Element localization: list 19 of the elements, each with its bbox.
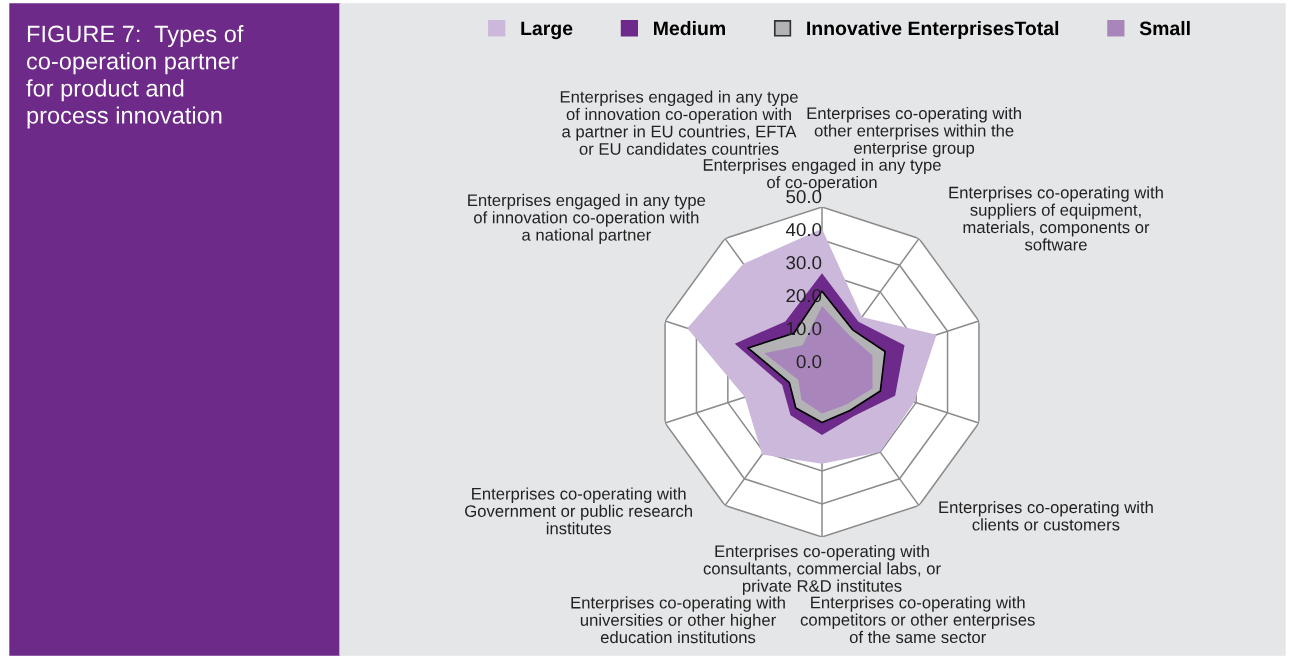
legend-label: Innovative EnterprisesTotal [807,20,1059,40]
spoke-label: Enterprises co-operating with competitors or other enterprises of the same sector [800,596,1035,644]
spoke-label: Enterprises engaged in any type of innovation co-operation with a partner in EU countries, EFTA or EU candidates countries [560,90,798,155]
spoke-label: Enterprises co-operating with universities or other higher education institutions [571,596,785,644]
legend-label: Large [521,21,573,40]
y-tick-label: 50.0 [786,190,822,204]
y-tick-label: 30.0 [786,256,822,270]
spoke-label: Enterprises co-operating with Government or public research institutes [465,487,692,535]
spoke-label: Enterprises co-operating with consultants, commercial labs, or private R&D institutes [703,544,941,596]
spoke-label: Enterprises engaged in any type of co-operation [703,158,941,192]
spoke-label: Enterprises engaged in any type of innovation co-operation with a national partner [468,193,706,245]
text: FIGURE 7: Types of co-operation partner for product and process innovation [26,25,244,129]
y-tick-label: 0.0 [796,355,822,369]
y-tick-label: 40.0 [785,223,822,237]
legend-label: Medium [654,20,725,36]
spoke-label: Enterprises co-operating with clients or customers [939,500,1153,531]
spoke-label: Enterprises co-operating with suppliers of equipment, materials, components or software [949,186,1163,251]
spoke-label: Enterprises co-operating with other enterprises within the enterprise group [807,106,1021,158]
legend-label: Small [1139,20,1190,36]
